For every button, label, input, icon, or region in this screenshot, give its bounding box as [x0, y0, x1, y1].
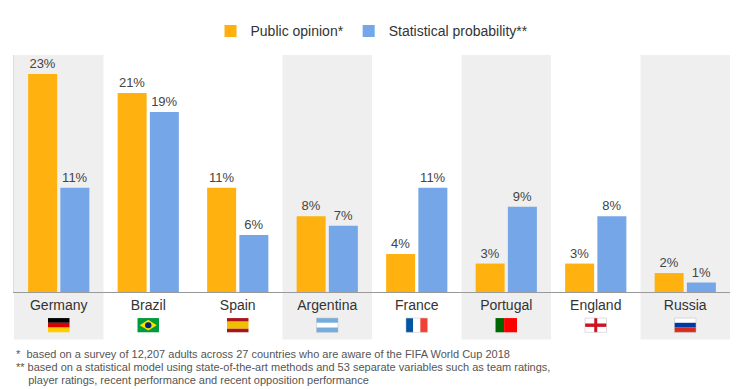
svg-text:9%: 9%	[513, 189, 532, 204]
svg-text:7%: 7%	[334, 208, 353, 223]
svg-text:19%: 19%	[151, 94, 177, 109]
svg-text:11%: 11%	[209, 170, 234, 185]
svg-text:3%: 3%	[481, 246, 500, 261]
svg-text:Russia: Russia	[664, 297, 707, 313]
svg-text:23%: 23%	[29, 56, 55, 71]
svg-text:Statistical probability**: Statistical probability**	[389, 23, 528, 39]
svg-text:6%: 6%	[244, 217, 263, 232]
svg-text:England: England	[570, 297, 621, 313]
svg-text:3%: 3%	[570, 246, 589, 261]
svg-text:21%: 21%	[119, 75, 145, 90]
svg-text:8%: 8%	[302, 198, 321, 213]
svg-text:11%: 11%	[420, 170, 445, 185]
svg-text:* based on a survey of 12,207: * based on a survey of 12,207 adults acr…	[16, 348, 510, 360]
svg-text:Portugal: Portugal	[480, 297, 532, 313]
svg-text:Brazil: Brazil	[131, 297, 166, 313]
svg-text:1%: 1%	[692, 265, 711, 280]
svg-text:Germany: Germany	[30, 297, 88, 313]
svg-text:Public opinion*: Public opinion*	[251, 23, 344, 39]
svg-text:France: France	[395, 297, 439, 313]
svg-text:Argentina: Argentina	[297, 297, 357, 313]
svg-text:4%: 4%	[391, 236, 410, 251]
svg-text:2%: 2%	[660, 255, 679, 270]
svg-text:player ratings, recent perform: player ratings, recent performance and r…	[16, 374, 369, 386]
svg-text:11%: 11%	[62, 170, 87, 185]
svg-text:8%: 8%	[602, 198, 621, 213]
svg-text:Spain: Spain	[220, 297, 256, 313]
svg-text:** based on a statistical mode: ** based on a statistical model using st…	[16, 361, 550, 373]
